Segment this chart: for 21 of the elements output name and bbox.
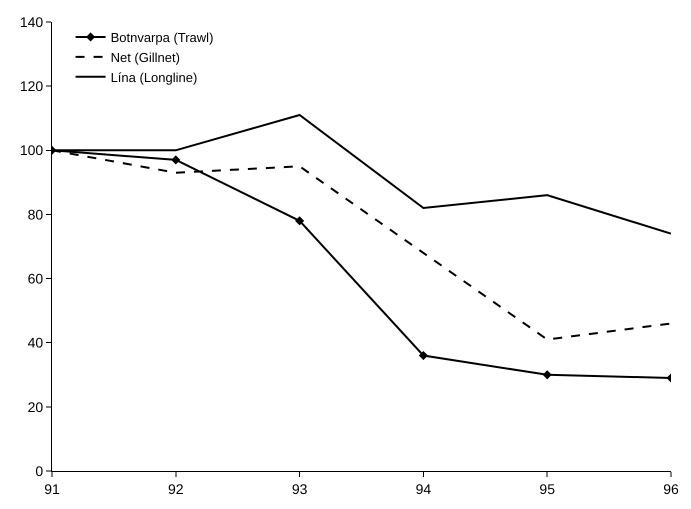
x-tick-label: 92 <box>168 480 184 497</box>
legend-label: Net (Gillnet) <box>110 50 180 65</box>
y-tick-label: 120 <box>20 78 44 94</box>
point <box>542 370 552 380</box>
x-tick-label: 96 <box>663 480 679 497</box>
y-tick-label: 80 <box>28 206 44 222</box>
y-tick-label: 60 <box>28 270 44 286</box>
y-tick-label: 40 <box>28 334 44 351</box>
point <box>295 216 304 226</box>
y-tick-label: 0 <box>35 462 44 479</box>
point <box>171 155 180 164</box>
x-tick-label: 91 <box>44 480 60 497</box>
legend-label: Botnvarpa (Trawl) <box>110 30 214 46</box>
point <box>418 350 428 360</box>
y-tick-label: 140 <box>20 14 44 30</box>
legend-label: Lína (Longline) <box>110 70 198 85</box>
y-tick-label: 100 <box>20 142 44 158</box>
x-tick-label: 93 <box>292 480 308 497</box>
y-tick-label: 20 <box>28 398 44 415</box>
x-tick-label: 94 <box>416 480 432 497</box>
x-tick-label: 95 <box>539 480 556 497</box>
